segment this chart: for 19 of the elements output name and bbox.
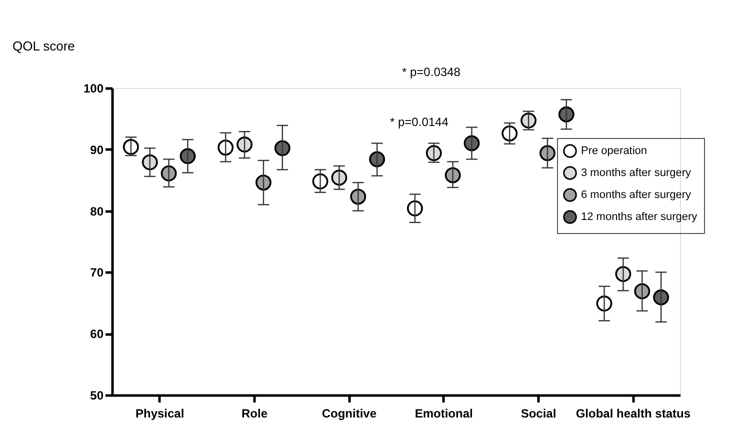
x-tick-label: Social	[520, 406, 556, 420]
text: * p=0.0348	[402, 65, 461, 79]
legend-label: 6 months after surgery	[581, 189, 692, 201]
x-tick-label: Global health status	[576, 406, 691, 420]
legend-label: 12 months after surgery	[581, 211, 698, 223]
y-tick-label: 50	[90, 388, 104, 402]
y-axis-title: QOL score	[12, 38, 75, 54]
x-tick-label: Emotional	[414, 406, 473, 420]
y-tick-label: 60	[90, 327, 104, 342]
legend-label: 3 months after surgery	[581, 167, 692, 179]
legend-label: Pre operation	[581, 145, 648, 157]
annotation: * p=0.0144	[390, 115, 449, 129]
y-tick-label: 70	[90, 266, 104, 280]
y-tick-label: 100	[83, 82, 104, 96]
y-tick-label: 80	[90, 204, 104, 218]
x-tick-label: Physical	[135, 406, 184, 420]
y-tick-label: 90	[90, 142, 104, 157]
x-tick-label: Role	[241, 406, 268, 420]
x-tick-label: Cognitive	[322, 406, 377, 420]
